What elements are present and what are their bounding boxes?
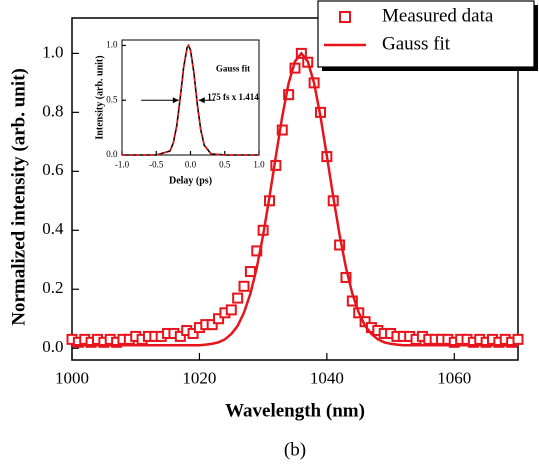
series-line bbox=[72, 51, 518, 347]
x-axis-title: Delay (ps) bbox=[169, 175, 212, 186]
y-tick-label: 1.0 bbox=[42, 42, 63, 61]
annotation: Gauss fit bbox=[216, 64, 250, 74]
data-point bbox=[174, 330, 186, 342]
series-line bbox=[122, 43, 259, 156]
x-tick-label: 1.0 bbox=[253, 159, 265, 169]
x-tick-label: 1060 bbox=[437, 368, 471, 387]
legend-label: Measured data bbox=[382, 5, 494, 26]
data-point bbox=[238, 280, 250, 292]
data-point bbox=[276, 124, 288, 136]
x-tick-label: 1040 bbox=[310, 368, 344, 387]
data-point bbox=[187, 327, 199, 339]
data-point bbox=[225, 304, 237, 316]
x-axis-title: Wavelength (nm) bbox=[225, 400, 365, 421]
x-tick-label: 0.0 bbox=[185, 159, 197, 169]
plot-frame bbox=[71, 17, 519, 361]
caption: (b) bbox=[284, 439, 306, 460]
y-tick-label: 0.0 bbox=[106, 149, 118, 159]
x-tick-label: 1000 bbox=[55, 368, 89, 387]
y-tick-label: 0.2 bbox=[42, 278, 63, 297]
data-point bbox=[232, 292, 244, 304]
data-point bbox=[213, 313, 225, 325]
data-point bbox=[206, 319, 218, 331]
x-tick-label: -0.5 bbox=[149, 159, 164, 169]
legend-label: Gauss fit bbox=[382, 33, 451, 54]
y-tick-label: 0.4 bbox=[42, 219, 64, 238]
legend-box bbox=[317, 0, 535, 68]
legend-marker bbox=[339, 11, 351, 23]
y-tick-label: 0.6 bbox=[42, 160, 63, 179]
y-tick-label: 0.8 bbox=[42, 101, 63, 120]
y-axis-title: Normalized intensity (arb. unit) bbox=[8, 68, 29, 326]
data-point bbox=[244, 266, 256, 278]
y-axis-title: Intensity (arb. unit) bbox=[94, 55, 105, 139]
x-tick-label: 0.5 bbox=[219, 159, 231, 169]
x-tick-label: -1.0 bbox=[115, 159, 130, 169]
arrow-head bbox=[172, 97, 179, 104]
y-tick-label: 1.0 bbox=[106, 40, 118, 50]
annotation: 175 fs x 1.414 bbox=[207, 92, 259, 102]
data-point bbox=[283, 89, 295, 101]
y-tick-label: 0.5 bbox=[106, 94, 118, 104]
x-tick-label: 1020 bbox=[182, 368, 216, 387]
y-tick-label: 0.0 bbox=[42, 337, 63, 356]
data-point bbox=[512, 333, 524, 345]
arrow-head bbox=[198, 97, 205, 104]
plot-frame bbox=[121, 39, 260, 156]
